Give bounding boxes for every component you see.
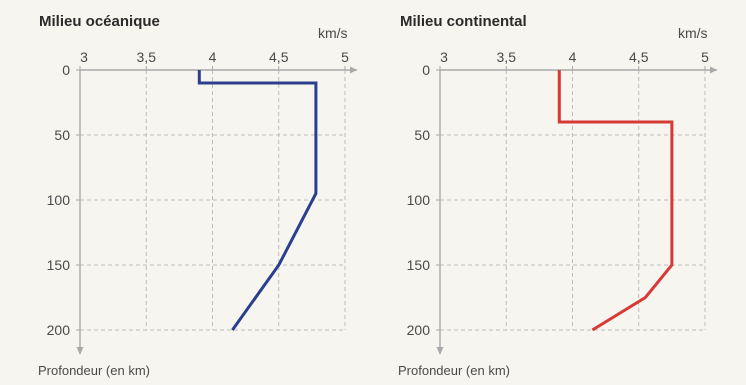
x-axis-arrow-icon [710,66,717,74]
y-axis-label: Profondeur (en km) [398,363,510,378]
x-tick-label: 5 [701,49,709,65]
x-tick-label: 3,5 [497,49,517,65]
y-tick-label: 150 [407,257,431,273]
y-tick-label: 50 [54,127,70,143]
x-tick-label: 4,5 [629,49,649,65]
x-tick-label: 4 [569,49,577,65]
x-tick-label: 5 [341,49,349,65]
x-tick-label: 3 [440,49,448,65]
x-tick-label: 3,5 [137,49,157,65]
x-unit-label: km/s [318,25,348,41]
chart-oceanic: Milieu océanique km/s Profondeur (en km)… [38,13,357,378]
y-tick-label: 0 [62,62,70,78]
y-axis-arrow-icon [76,347,84,355]
x-unit-label: km/s [678,25,708,41]
velocity-profile-line [557,70,674,332]
chart-continental: Milieu continental km/s Profondeur (en k… [398,13,717,378]
chart-title: Milieu océanique [39,13,160,30]
y-tick-label: 200 [47,322,71,338]
x-tick-label: 4,5 [269,49,289,65]
y-tick-label: 0 [422,62,430,78]
y-tick-label: 150 [47,257,71,273]
y-axis-label: Profondeur (en km) [38,363,150,378]
y-tick-label: 50 [414,127,430,143]
y-axis-arrow-icon [436,347,444,355]
chart-title: Milieu continental [400,13,527,30]
velocity-profile-line [197,70,318,331]
y-tick-label: 100 [47,192,71,208]
x-tick-label: 3 [80,49,88,65]
y-tick-label: 200 [407,322,431,338]
x-axis-arrow-icon [350,66,357,74]
y-tick-label: 100 [407,192,431,208]
x-tick-label: 4 [209,49,217,65]
